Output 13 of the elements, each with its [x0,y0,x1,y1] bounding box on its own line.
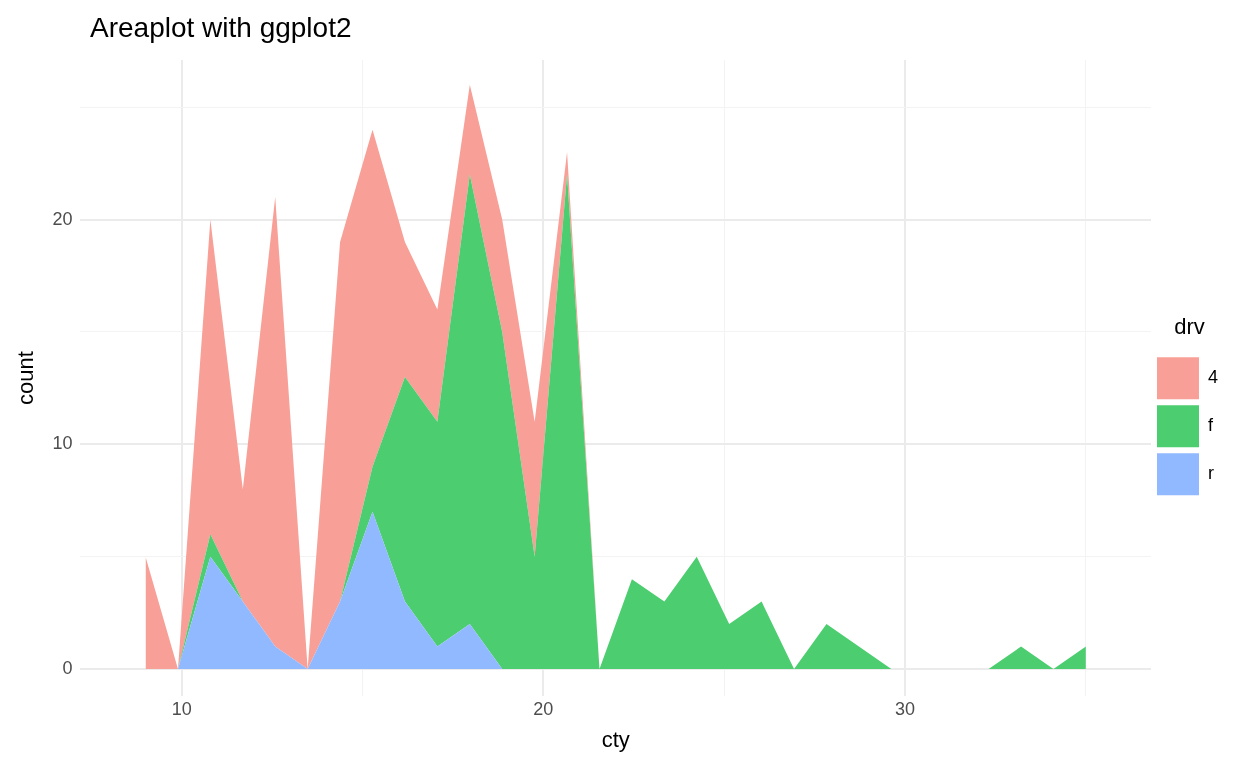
x-axis-title: cty [601,726,630,752]
legend-label: r [1207,463,1214,484]
x-tick-label: 20 [533,698,554,719]
legend-label: f [1207,415,1214,436]
chart-title: Areaplot with ggplot2 [90,12,352,44]
y-tick-label: 0 [62,658,73,678]
y-axis-title: count [13,351,39,405]
y-tick-label: 20 [52,208,73,229]
x-tick-label: 30 [895,698,916,719]
y-tick-label: 10 [52,433,73,454]
legend-title: drv [1174,313,1205,339]
legend-label: 4 [1207,367,1218,388]
x-tick-label: 10 [171,698,192,719]
